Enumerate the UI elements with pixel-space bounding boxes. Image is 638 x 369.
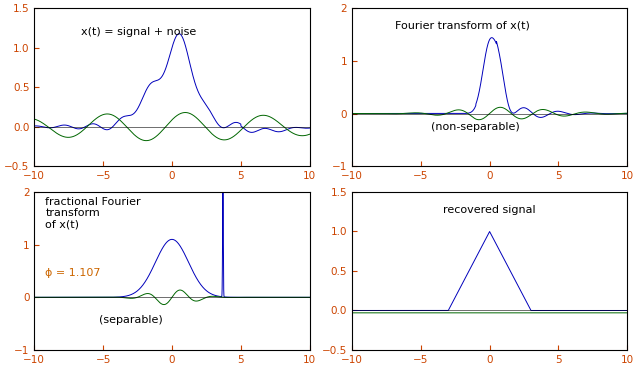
Text: recovered signal: recovered signal — [443, 205, 536, 215]
Text: x(t) = signal + noise: x(t) = signal + noise — [81, 27, 197, 37]
Text: (separable): (separable) — [99, 315, 163, 325]
Text: (non-separable): (non-separable) — [431, 122, 520, 132]
Text: ϕ = 1.107: ϕ = 1.107 — [45, 268, 101, 278]
Text: Fourier transform of x(t): Fourier transform of x(t) — [395, 21, 530, 31]
Text: fractional Fourier
transform
of x(t): fractional Fourier transform of x(t) — [45, 197, 141, 230]
